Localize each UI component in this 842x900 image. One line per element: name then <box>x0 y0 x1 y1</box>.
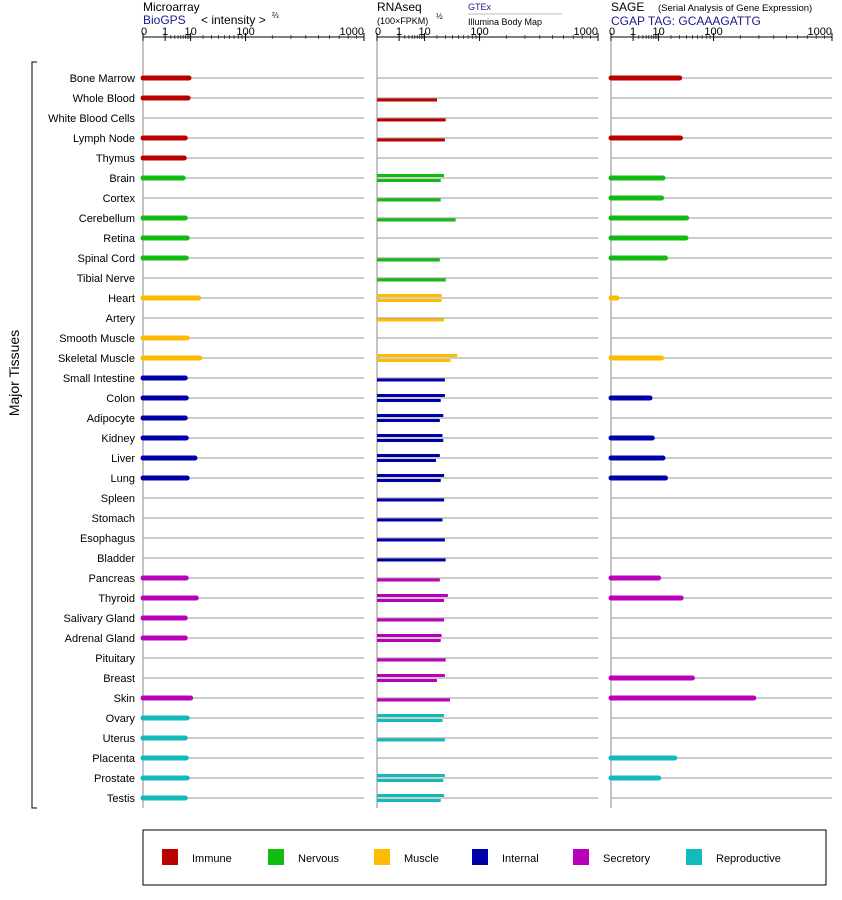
tissue-label: Spinal Cord <box>78 253 135 265</box>
tissue-label: Adrenal Gland <box>65 633 135 645</box>
legend-item-nervous: Nervous <box>268 849 339 865</box>
tissue-label: Adipocyte <box>87 413 135 425</box>
sage-tag: CGAP TAG: GCAAAGATTG <box>611 14 761 28</box>
rnaseq-tick-label-10: 10 <box>418 26 430 38</box>
rnaseq-units: (100×FPKM) <box>377 16 428 26</box>
tissue-label: White Blood Cells <box>48 113 135 125</box>
bars-layer <box>140 75 757 802</box>
tissue-label: Smooth Muscle <box>59 333 135 345</box>
microarray-tick-label-0: 0 <box>141 26 147 38</box>
tissue-bracket <box>31 61 37 809</box>
sage-tick-label-100: 100 <box>704 26 722 38</box>
legend-swatch <box>573 849 589 865</box>
tissue-label: Cortex <box>103 193 136 205</box>
microarray-tick-label-1: 1 <box>162 26 168 38</box>
legend-swatch <box>686 849 702 865</box>
tissue-label: Uterus <box>103 733 136 745</box>
tissue-label: Artery <box>106 313 136 325</box>
axes-layer: 0 1 10 100 1000 0 1 10 100 1000 0 1 10 100 1000 <box>141 26 833 808</box>
rnaseq-units-exponent: ½ <box>436 12 443 21</box>
legend-label: Secretory <box>603 853 651 865</box>
tissue-label: Lymph Node <box>73 133 135 145</box>
rnaseq-title: RNAseq <box>377 0 422 14</box>
tissue-label: Bladder <box>97 553 135 565</box>
tissue-label: Whole Blood <box>73 93 135 105</box>
legend-swatch <box>268 849 284 865</box>
rnaseq-tick-label-1: 1 <box>396 26 402 38</box>
tissue-label: Testis <box>107 793 136 805</box>
tissue-label: Skin <box>114 693 135 705</box>
legend-swatch <box>472 849 488 865</box>
y-axis-label: Major Tissues <box>6 330 22 416</box>
tissue-label: Skeletal Muscle <box>58 353 135 365</box>
tissue-label: Small Intestine <box>63 373 135 385</box>
tissue-label: Breast <box>103 673 135 685</box>
tissue-label: Brain <box>109 173 135 185</box>
legend-label: Muscle <box>404 853 439 865</box>
legend-label: Immune <box>192 853 232 865</box>
legend-item-internal: Internal <box>472 849 539 865</box>
legend-item-muscle: Muscle <box>374 849 439 865</box>
microarray-tick-label-10: 10 <box>184 26 196 38</box>
legend-label: Internal <box>502 853 539 865</box>
legend-label: Nervous <box>298 853 339 865</box>
tissue-label: Ovary <box>106 713 136 725</box>
legend-item-immune: Immune <box>162 849 232 865</box>
tissue-label: Thymus <box>96 153 136 165</box>
tissue-label: Salivary Gland <box>63 613 135 625</box>
rnaseq-source-illumina: Illumina Body Map <box>468 17 542 27</box>
tissue-label: Cerebellum <box>79 213 135 225</box>
sage-tick-label-1: 1 <box>630 26 636 38</box>
microarray-tick-label-1000: 1000 <box>340 26 364 38</box>
tissue-label: Esophagus <box>80 533 136 545</box>
microarray-scale-label: < intensity > <box>201 13 266 27</box>
sage-tick-label-1000: 1000 <box>808 26 832 38</box>
tissue-label: Tibial Nerve <box>77 273 135 285</box>
tissue-label: Liver <box>111 453 135 465</box>
rnaseq-tick-label-100: 100 <box>470 26 488 38</box>
rnaseq-tick-label-1000: 1000 <box>574 26 598 38</box>
tissue-label: Retina <box>103 233 136 245</box>
rnaseq-source-gtex: GTEx <box>468 2 492 12</box>
legend-swatch <box>162 849 178 865</box>
legend-label: Reproductive <box>716 853 781 865</box>
tissue-label: Spleen <box>101 493 135 505</box>
tissue-label: Stomach <box>92 513 135 525</box>
sage-title: SAGE <box>611 0 644 14</box>
sage-subtitle: (Serial Analysis of Gene Expression) <box>658 3 812 14</box>
legend-item-reproductive: Reproductive <box>686 849 781 865</box>
tissue-label: Bone Marrow <box>70 73 135 85</box>
tissue-label: Prostate <box>94 773 135 785</box>
tissue-label: Thyroid <box>98 593 135 605</box>
legend-swatch <box>374 849 390 865</box>
microarray-title: Microarray <box>143 0 200 14</box>
tissue-label: Kidney <box>101 433 135 445</box>
tissue-label: Placenta <box>92 753 136 765</box>
legend-item-secretory: Secretory <box>573 849 651 865</box>
tissue-label: Pituitary <box>95 653 135 665</box>
microarray-tick-label-100: 100 <box>236 26 254 38</box>
microarray-scale-exponent: ⅔ <box>272 11 279 20</box>
tissue-label: Heart <box>108 293 135 305</box>
rnaseq-tick-label-0: 0 <box>375 26 381 38</box>
tissue-label: Pancreas <box>89 573 136 585</box>
tissue-label: Colon <box>106 393 135 405</box>
sage-tick-label-10: 10 <box>652 26 664 38</box>
microarray-source: BioGPS <box>143 13 186 27</box>
legend: Immune Nervous Muscle Internal Secretory Repr… <box>162 849 781 865</box>
sage-tick-label-0: 0 <box>609 26 615 38</box>
tissue-label: Lung <box>111 473 135 485</box>
